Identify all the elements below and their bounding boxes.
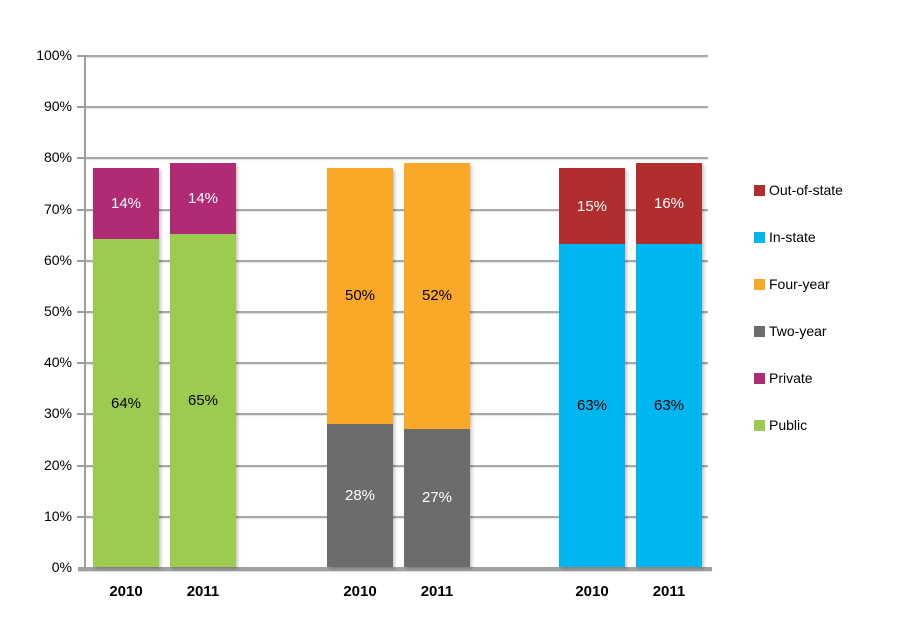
legend: Out-of-state In-state Four-year Two-year Pri… bbox=[754, 183, 843, 465]
y-axis-tick bbox=[77, 311, 86, 313]
bar-segment-label: 64% bbox=[110, 394, 142, 412]
bar-segment-label: 14% bbox=[110, 194, 142, 212]
legend-label: Two-year bbox=[769, 323, 827, 339]
bar-segment-in-state: 63% bbox=[636, 244, 702, 567]
legend-label: Private bbox=[769, 370, 813, 386]
legend-color-swatch bbox=[754, 278, 765, 290]
gridline bbox=[86, 413, 708, 416]
stacked-bar: 16% 63% bbox=[636, 162, 702, 567]
legend-item-out-of-state: Out-of-state bbox=[754, 183, 843, 197]
bar-segment-label: 16% bbox=[653, 195, 685, 212]
plot-area: 0% 10% 20% 30% 40% 50% 60% 70% 80% 90% 100% 14% 64%… bbox=[36, 47, 712, 600]
gridline bbox=[86, 55, 708, 57]
y-axis-tick bbox=[77, 362, 86, 365]
y-axis-tick bbox=[77, 55, 86, 57]
y-axis-tick bbox=[77, 464, 86, 467]
x-axis-label: 2010 bbox=[343, 583, 377, 600]
y-tick-label: 80% bbox=[43, 149, 72, 166]
x-axis-label: 2010 bbox=[575, 583, 609, 600]
x-axis-label: 2011 bbox=[420, 583, 454, 600]
x-axis-label: 2011 bbox=[186, 583, 220, 600]
y-axis-tick bbox=[77, 413, 86, 416]
y-axis-tick bbox=[77, 259, 86, 262]
stacked-bar: 52% 27% bbox=[404, 162, 470, 567]
gridline bbox=[86, 259, 708, 262]
legend-item-in-state: In-state bbox=[754, 230, 843, 244]
x-axis-line bbox=[78, 567, 712, 571]
legend-color-swatch bbox=[754, 325, 765, 337]
gridline bbox=[86, 157, 708, 160]
legend-item-two-year: Two-year bbox=[754, 324, 843, 338]
bar-segment-in-state: 63% bbox=[559, 244, 625, 567]
bar-segment-public: 65% bbox=[170, 234, 236, 567]
stacked-bar: 50% 28% bbox=[327, 167, 393, 567]
stacked-bar: 14% 64% bbox=[93, 167, 159, 567]
gridline bbox=[86, 362, 708, 365]
legend-color-swatch bbox=[754, 231, 765, 243]
legend-label: In-state bbox=[769, 229, 816, 245]
legend-item-public: Public bbox=[754, 418, 843, 432]
y-tick-label: 30% bbox=[43, 405, 72, 422]
bar-segment-label: 28% bbox=[344, 486, 376, 504]
y-axis-tick bbox=[77, 106, 86, 109]
bar-segment-two-year: 28% bbox=[327, 423, 393, 567]
y-tick-label: 90% bbox=[43, 98, 72, 115]
legend-color-swatch bbox=[754, 419, 765, 431]
gridline bbox=[86, 106, 708, 109]
gridline bbox=[86, 311, 708, 313]
gridline bbox=[86, 515, 708, 518]
x-axis-label: 2010 bbox=[109, 583, 143, 600]
y-tick-label: 40% bbox=[43, 354, 72, 371]
legend-label: Public bbox=[769, 417, 808, 433]
y-tick-label: 100% bbox=[36, 47, 72, 63]
y-axis-tick bbox=[77, 515, 86, 518]
y-tick-label: 60% bbox=[43, 251, 72, 268]
y-tick-label: 0% bbox=[51, 559, 72, 575]
bar-segment-label: 50% bbox=[344, 287, 376, 305]
legend-color-swatch bbox=[754, 372, 765, 384]
y-axis-tick bbox=[77, 208, 86, 211]
bar-segment-private: 14% bbox=[93, 167, 159, 240]
bar-segment-label: 15% bbox=[576, 197, 608, 215]
bar-segment-label: 52% bbox=[421, 287, 453, 305]
bar-segment-label: 14% bbox=[187, 189, 219, 207]
legend-label: Four-year bbox=[769, 276, 830, 292]
stacked-bar: 14% 65% bbox=[170, 162, 236, 567]
y-axis-line bbox=[84, 55, 86, 569]
gridline bbox=[86, 464, 708, 467]
bar-segment-label: 27% bbox=[421, 489, 453, 507]
legend-item-private: Private bbox=[754, 371, 843, 385]
y-tick-label: 70% bbox=[43, 200, 72, 217]
legend-color-swatch bbox=[754, 184, 765, 196]
x-axis-label: 2011 bbox=[652, 583, 686, 600]
legend-label: Out-of-state bbox=[769, 182, 843, 198]
bar-segment-out-of-state: 16% bbox=[636, 162, 702, 245]
y-tick-label: 20% bbox=[43, 456, 72, 473]
bar-segment-label: 65% bbox=[187, 392, 219, 410]
bar-segment-label: 63% bbox=[653, 397, 685, 415]
y-tick-label: 10% bbox=[43, 507, 72, 524]
bar-segment-four-year: 52% bbox=[404, 162, 470, 429]
bar-segment-private: 14% bbox=[170, 162, 236, 235]
legend-item-four-year: Four-year bbox=[754, 277, 843, 291]
stacked-bar: 15% 63% bbox=[559, 167, 625, 567]
bar-segment-four-year: 50% bbox=[327, 167, 393, 424]
bar-segment-out-of-state: 15% bbox=[559, 167, 625, 245]
bar-segment-label: 63% bbox=[576, 397, 608, 415]
gridline bbox=[86, 208, 708, 211]
bar-segment-two-year: 27% bbox=[404, 428, 470, 567]
bar-segment-public: 64% bbox=[93, 239, 159, 567]
y-tick-label: 50% bbox=[43, 303, 72, 319]
y-axis-tick bbox=[77, 157, 86, 160]
